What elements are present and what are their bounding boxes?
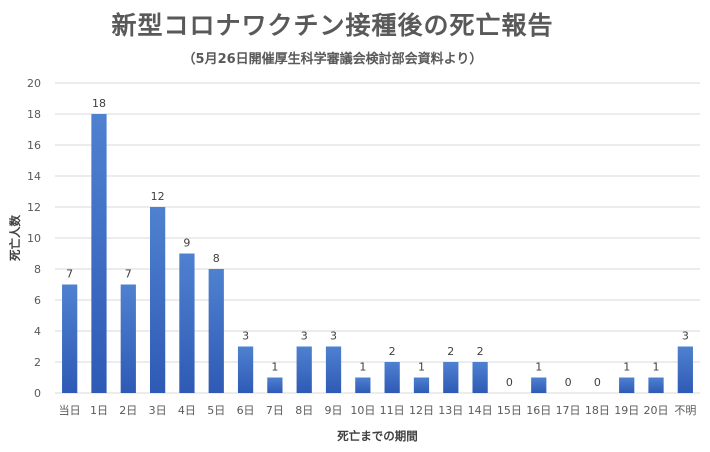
data-label: 12 bbox=[151, 190, 165, 203]
data-label: 7 bbox=[66, 268, 73, 281]
x-tick-label: 8日 bbox=[295, 404, 313, 417]
y-tick-label: 18 bbox=[27, 108, 41, 121]
bar bbox=[237, 346, 254, 393]
bar bbox=[531, 377, 547, 393]
y-tick-label: 14 bbox=[27, 170, 41, 183]
data-label: 0 bbox=[565, 376, 572, 389]
label-layer: 7当日181日72日123日94日85日36日17日38日39日110日211日… bbox=[59, 97, 697, 417]
data-label: 3 bbox=[330, 330, 337, 343]
data-label: 1 bbox=[418, 361, 425, 374]
x-tick-label: 1日 bbox=[90, 404, 108, 417]
data-label: 9 bbox=[183, 237, 190, 250]
data-label: 3 bbox=[242, 330, 249, 343]
x-tick-label: 14日 bbox=[468, 404, 493, 417]
bar bbox=[62, 284, 78, 393]
x-tick-label: 11日 bbox=[380, 404, 405, 417]
data-label: 18 bbox=[92, 97, 106, 110]
x-tick-label: 当日 bbox=[59, 403, 81, 417]
x-tick-label: 3日 bbox=[149, 404, 167, 417]
bar bbox=[179, 253, 195, 393]
x-tick-label: 不明 bbox=[674, 404, 696, 417]
x-tick-label: 6日 bbox=[237, 404, 255, 417]
y-tick-label: 12 bbox=[27, 201, 41, 214]
data-label: 3 bbox=[301, 330, 308, 343]
bar bbox=[120, 284, 136, 393]
x-tick-label: 18日 bbox=[585, 404, 610, 417]
data-label: 3 bbox=[682, 330, 689, 343]
x-tick-label: 20日 bbox=[644, 404, 669, 417]
data-label: 1 bbox=[359, 361, 366, 374]
y-tick-label: 0 bbox=[34, 387, 41, 400]
y-tick-label: 20 bbox=[27, 77, 41, 90]
y-tick-label: 10 bbox=[27, 232, 41, 245]
x-tick-label: 2日 bbox=[119, 404, 137, 417]
x-tick-label: 16日 bbox=[526, 404, 551, 417]
y-tick-label: 16 bbox=[27, 139, 41, 152]
x-tick-label: 12日 bbox=[409, 404, 434, 417]
x-tick-label: 10日 bbox=[350, 404, 375, 417]
bar bbox=[443, 362, 459, 393]
x-tick-label: 5日 bbox=[207, 404, 225, 417]
y-tick-label: 6 bbox=[34, 294, 41, 307]
bar bbox=[648, 377, 664, 393]
chart-subtitle: （5月26日開催厚生科学審議会検討部会資料より） bbox=[182, 52, 483, 67]
data-label: 2 bbox=[447, 345, 454, 358]
x-tick-label: 19日 bbox=[614, 404, 639, 417]
x-tick-label: 4日 bbox=[178, 404, 196, 417]
data-label: 7 bbox=[125, 268, 132, 281]
x-tick-label: 17日 bbox=[556, 404, 581, 417]
x-tick-label: 13日 bbox=[438, 404, 463, 417]
y-tick-label: 4 bbox=[34, 325, 41, 338]
chart-title: 新型コロナワクチン接種後の死亡報告 bbox=[111, 11, 554, 40]
bar bbox=[619, 377, 635, 393]
bar bbox=[384, 362, 400, 393]
bar bbox=[355, 377, 371, 393]
data-label: 0 bbox=[594, 376, 601, 389]
x-tick-label: 7日 bbox=[266, 404, 284, 417]
bar bbox=[149, 207, 166, 393]
data-label: 1 bbox=[535, 361, 542, 374]
bar-layer bbox=[62, 114, 693, 393]
bar bbox=[325, 346, 342, 393]
data-label: 1 bbox=[623, 361, 630, 374]
data-label: 2 bbox=[389, 345, 396, 358]
bar bbox=[91, 114, 107, 393]
data-label: 8 bbox=[213, 252, 220, 265]
bar bbox=[413, 377, 430, 393]
x-axis-title: 死亡までの期間 bbox=[337, 429, 418, 443]
bar bbox=[208, 269, 224, 393]
bar bbox=[267, 377, 283, 393]
bar bbox=[677, 346, 693, 393]
data-label: 1 bbox=[271, 361, 278, 374]
y-axis-title: 死亡人数 bbox=[8, 215, 22, 261]
y-tick-label: 8 bbox=[34, 263, 41, 276]
data-label: 0 bbox=[506, 376, 513, 389]
y-tick-label: 2 bbox=[34, 356, 41, 369]
data-label: 1 bbox=[653, 361, 660, 374]
bar bbox=[472, 362, 488, 393]
bar bbox=[296, 346, 312, 393]
data-label: 2 bbox=[477, 345, 484, 358]
x-tick-label: 9日 bbox=[325, 404, 343, 417]
x-tick-label: 15日 bbox=[497, 404, 522, 417]
